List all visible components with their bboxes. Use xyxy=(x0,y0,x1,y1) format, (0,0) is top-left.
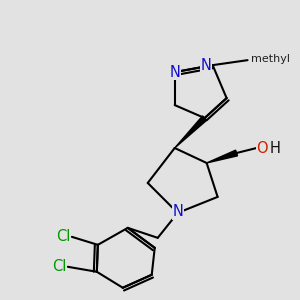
Text: N: N xyxy=(169,64,180,80)
Text: methyl: methyl xyxy=(250,54,290,64)
Polygon shape xyxy=(175,116,207,148)
Text: N: N xyxy=(172,204,183,219)
Text: Cl: Cl xyxy=(56,229,70,244)
Text: N: N xyxy=(200,58,211,73)
Text: Cl: Cl xyxy=(52,259,66,274)
Polygon shape xyxy=(207,150,238,163)
Text: H: H xyxy=(269,140,280,155)
Text: O: O xyxy=(256,140,268,155)
